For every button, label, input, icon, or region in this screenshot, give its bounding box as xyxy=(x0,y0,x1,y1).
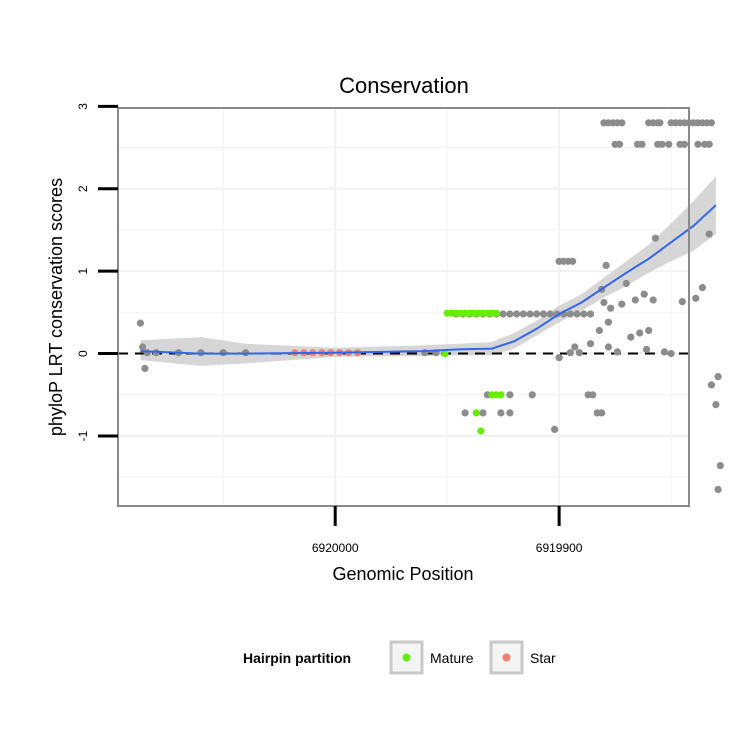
data-point-other xyxy=(586,310,595,318)
legend-title: Hairpin partition xyxy=(243,650,351,666)
x-tick-label: 6919900 xyxy=(536,541,583,555)
data-point-other xyxy=(569,257,577,265)
data-point-other xyxy=(602,261,610,269)
x-tick-label: 6920000 xyxy=(312,541,359,555)
data-point-mature xyxy=(492,309,500,317)
data-point-other xyxy=(714,373,722,381)
data-point-other xyxy=(622,279,630,288)
data-point-other xyxy=(506,391,514,399)
smooth-curve xyxy=(140,204,717,355)
data-point-other xyxy=(618,119,626,127)
data-point-other xyxy=(656,119,664,127)
y-tick-label: 0 xyxy=(76,350,90,357)
legend-swatch-star xyxy=(502,653,511,662)
plot-panel xyxy=(118,108,689,506)
legend-swatch-mature xyxy=(402,653,411,662)
data-point-other xyxy=(136,319,144,327)
data-point-other xyxy=(600,298,608,307)
data-point-other xyxy=(555,354,563,362)
data-point-other xyxy=(479,409,487,417)
data-point-other xyxy=(698,284,707,292)
data-point-other xyxy=(589,391,597,399)
data-point-other xyxy=(575,349,583,357)
data-point-other xyxy=(618,300,626,308)
x-axis-label: Genomic Position xyxy=(332,564,473,584)
data-point-other xyxy=(586,340,595,348)
data-point-other xyxy=(694,140,702,148)
legend: Hairpin partition Mature Star xyxy=(243,640,556,675)
data-point-other xyxy=(143,349,151,357)
data-point-other xyxy=(526,310,534,318)
data-point-other xyxy=(707,381,716,389)
data-point-mature xyxy=(477,427,485,435)
data-point-other xyxy=(571,343,579,351)
data-point-other xyxy=(631,296,639,304)
y-tick-label: 1 xyxy=(76,268,90,275)
data-point-other xyxy=(546,310,554,318)
y-axis: -1 0 1 2 3 xyxy=(76,103,118,441)
data-point-other xyxy=(139,343,147,351)
y-tick-label: 3 xyxy=(76,103,90,110)
data-point-other xyxy=(678,298,686,306)
confidence-band xyxy=(140,176,716,366)
data-point-other xyxy=(714,485,722,494)
data-point-other xyxy=(461,409,469,417)
data-point-other xyxy=(627,333,635,341)
data-point-other xyxy=(660,348,669,356)
data-point-other xyxy=(506,409,514,417)
data-point-other xyxy=(636,329,644,337)
data-point-other xyxy=(645,326,653,335)
data-point-other xyxy=(141,364,149,372)
y-tick-label: 2 xyxy=(76,185,90,192)
confidence-ribbon xyxy=(140,176,716,366)
data-point-other xyxy=(499,310,507,318)
data-point-other xyxy=(692,294,700,302)
data-point-other xyxy=(705,230,713,238)
data-point-other xyxy=(580,310,588,318)
data-point-other xyxy=(651,234,660,242)
data-point-other xyxy=(573,310,581,318)
smooth-line xyxy=(140,204,717,355)
data-point-other xyxy=(658,140,666,148)
chart-title: Conservation xyxy=(339,73,469,98)
data-point-other xyxy=(604,318,613,326)
data-point-other xyxy=(528,391,536,399)
data-point-other xyxy=(539,310,548,318)
data-point-other xyxy=(642,345,651,353)
data-point-other xyxy=(519,310,527,318)
data-point-other xyxy=(607,304,615,312)
x-axis: 6920000 6919900 xyxy=(312,506,583,555)
data-point-other xyxy=(595,326,604,335)
legend-label-star: Star xyxy=(530,650,556,666)
data-point-other xyxy=(707,119,716,127)
data-point-other xyxy=(716,462,724,470)
data-point-other xyxy=(712,401,720,409)
data-point-other xyxy=(665,140,673,148)
y-axis-label: phyloP LRT conservation scores xyxy=(46,178,66,436)
y-tick-label: -1 xyxy=(76,430,90,441)
data-point-other xyxy=(551,425,559,433)
data-point-other xyxy=(566,310,574,318)
data-point-other xyxy=(506,310,514,318)
panel-border xyxy=(117,107,690,507)
data-point-other xyxy=(705,140,713,148)
data-point-other xyxy=(566,349,574,357)
legend-label-mature: Mature xyxy=(430,650,474,666)
data-point-mature xyxy=(441,350,449,358)
data-point-other xyxy=(638,140,646,148)
data-point-other xyxy=(680,140,689,148)
data-point-other xyxy=(616,140,624,148)
data-point-other xyxy=(613,348,621,356)
data-point-other xyxy=(649,296,657,304)
data-point-other xyxy=(533,310,541,318)
data-point-other xyxy=(513,310,521,318)
data-point-other xyxy=(604,343,613,351)
data-point-other xyxy=(667,350,675,358)
data-point-mature xyxy=(472,409,480,417)
data-point-mature xyxy=(497,391,505,399)
data-point-other xyxy=(598,409,606,417)
data-point-other xyxy=(497,409,505,417)
data-point-other xyxy=(640,290,648,298)
